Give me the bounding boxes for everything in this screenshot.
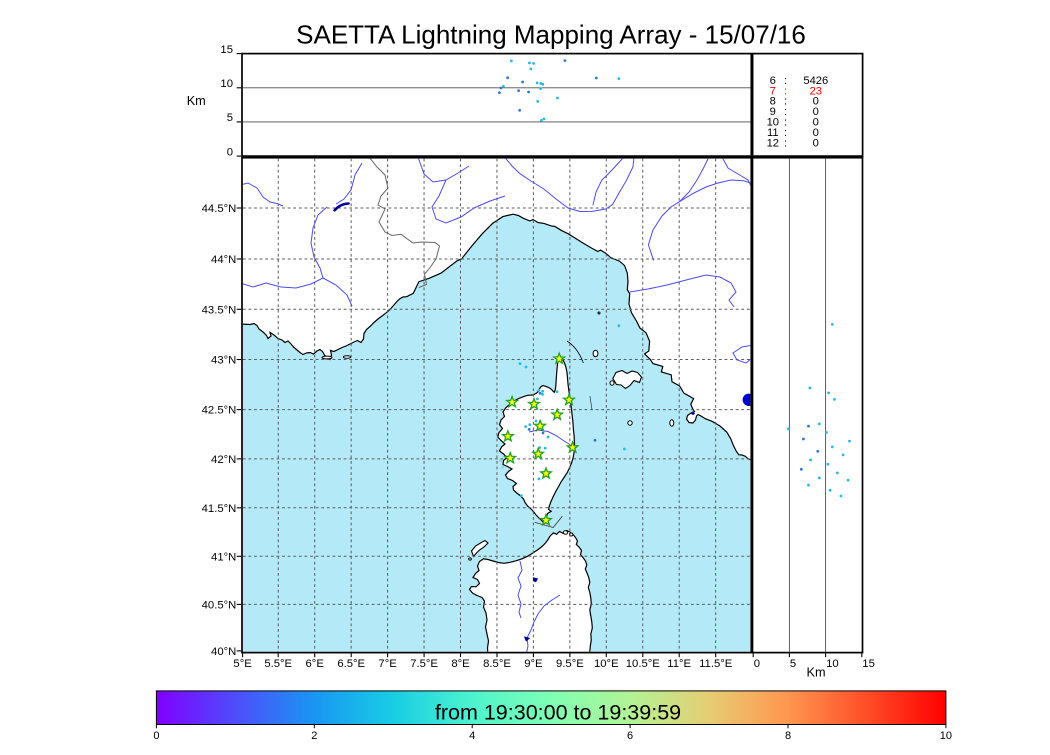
svg-text::: :: [784, 127, 787, 139]
svg-text::: :: [784, 85, 787, 97]
svg-text:10°E: 10°E: [594, 658, 619, 670]
svg-text:5°E: 5°E: [233, 658, 252, 670]
svg-text:11: 11: [767, 127, 779, 139]
svg-text:2: 2: [311, 730, 317, 742]
svg-text:41°N: 41°N: [211, 551, 236, 563]
svg-text:0: 0: [153, 730, 159, 742]
svg-text:15: 15: [862, 658, 875, 670]
svg-text:11°E: 11°E: [667, 658, 691, 670]
svg-text:0: 0: [813, 127, 819, 139]
svg-text:0: 0: [754, 658, 760, 670]
svg-text:8: 8: [785, 730, 791, 742]
svg-text:Km: Km: [187, 94, 206, 108]
svg-text:4: 4: [469, 730, 475, 742]
svg-text:6.5°E: 6.5°E: [337, 658, 365, 670]
svg-text:10: 10: [767, 117, 779, 129]
svg-text:8: 8: [770, 96, 776, 108]
svg-text:5.5°E: 5.5°E: [264, 658, 292, 670]
svg-text:0: 0: [813, 96, 819, 108]
svg-text:9.5°E: 9.5°E: [556, 658, 584, 670]
svg-text::: :: [784, 106, 787, 118]
svg-text::: :: [784, 117, 787, 129]
svg-text::: :: [784, 96, 787, 108]
svg-text:10: 10: [940, 730, 952, 742]
svg-text:44.5°N: 44.5°N: [202, 203, 237, 215]
svg-text:43°N: 43°N: [211, 355, 236, 367]
svg-text:42.5°N: 42.5°N: [202, 405, 237, 417]
svg-text:6°E: 6°E: [306, 658, 325, 670]
svg-text:0: 0: [227, 146, 233, 158]
svg-text:44°N: 44°N: [211, 254, 236, 266]
svg-text:43.5°N: 43.5°N: [202, 304, 237, 316]
svg-text::: :: [784, 137, 787, 149]
svg-text:7°E: 7°E: [378, 658, 397, 670]
svg-text:6: 6: [770, 75, 776, 87]
svg-text:from 19:30:00 to 19:39:59: from 19:30:00 to 19:39:59: [435, 701, 681, 725]
svg-text:15: 15: [220, 44, 233, 56]
svg-text:40°N: 40°N: [211, 646, 236, 658]
svg-text:23: 23: [810, 85, 822, 97]
svg-text:5: 5: [790, 658, 796, 670]
svg-text:8.5°E: 8.5°E: [483, 658, 511, 670]
svg-text:10.5°E: 10.5°E: [626, 658, 661, 670]
svg-text:SAETTA Lightning Mapping Array: SAETTA Lightning Mapping Array - 15/07/1…: [296, 20, 806, 50]
svg-text:7: 7: [770, 85, 776, 97]
svg-text:0: 0: [813, 106, 819, 118]
svg-text:12: 12: [767, 137, 779, 149]
svg-text:42°N: 42°N: [211, 454, 236, 466]
svg-text:41.5°N: 41.5°N: [202, 503, 237, 515]
svg-text:9: 9: [770, 106, 776, 118]
svg-text:10: 10: [826, 658, 839, 670]
svg-text:6: 6: [627, 730, 633, 742]
svg-text:11.5°E: 11.5°E: [699, 658, 733, 670]
svg-text:0: 0: [813, 137, 819, 149]
svg-text:0: 0: [813, 117, 819, 129]
svg-text:5: 5: [227, 112, 233, 124]
svg-text:8°E: 8°E: [451, 658, 470, 670]
svg-text:5426: 5426: [803, 75, 828, 87]
svg-text::: :: [784, 75, 787, 87]
svg-text:40.5°N: 40.5°N: [202, 600, 237, 612]
svg-text:10: 10: [220, 78, 233, 90]
svg-text:7.5°E: 7.5°E: [410, 658, 438, 670]
svg-text:9°E: 9°E: [524, 658, 543, 670]
svg-text:Km: Km: [806, 666, 825, 680]
